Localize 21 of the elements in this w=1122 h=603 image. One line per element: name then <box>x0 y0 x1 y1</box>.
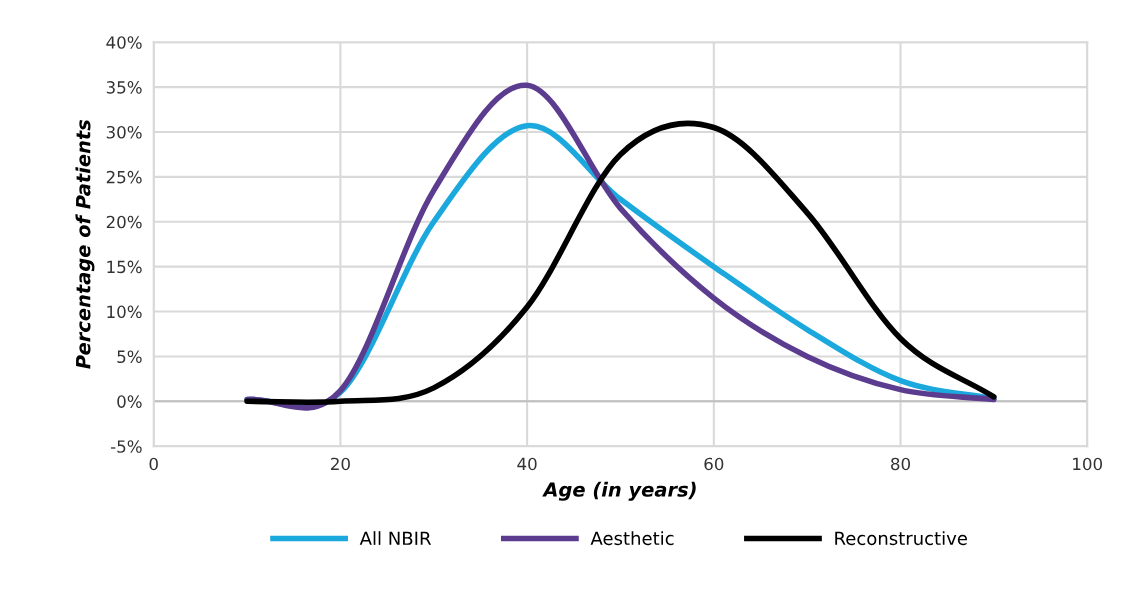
x-tick-label: 60 <box>704 457 724 471</box>
legend-label: All NBIR <box>359 531 432 545</box>
y-tick-label: 20% <box>106 215 142 229</box>
y-tick-label: 40% <box>106 36 142 49</box>
y-tick-label: 15% <box>107 260 142 274</box>
x-tick-label: 40 <box>517 457 537 471</box>
y-tick-label: 25% <box>106 170 142 184</box>
legend-label: Aesthetic <box>590 531 674 546</box>
x-tick-label: 100 <box>1073 457 1103 471</box>
y-axis-title: Percentage of Patients <box>75 119 95 369</box>
x-axis-title: Age (in years) <box>542 481 696 501</box>
y-tick-label: 30% <box>106 125 142 139</box>
legend-label: Reconstructive <box>835 531 967 546</box>
y-tick-label: 10% <box>107 305 142 319</box>
y-tick-label: -5% <box>110 440 142 453</box>
y-tick-label: 5% <box>117 350 142 364</box>
x-tick-label: 20 <box>331 457 350 471</box>
y-tick-label: 35% <box>106 81 142 94</box>
x-tick-label: 0 <box>149 457 158 471</box>
x-tick-label: 80 <box>891 457 911 471</box>
y-tick-label: 0% <box>117 395 142 408</box>
